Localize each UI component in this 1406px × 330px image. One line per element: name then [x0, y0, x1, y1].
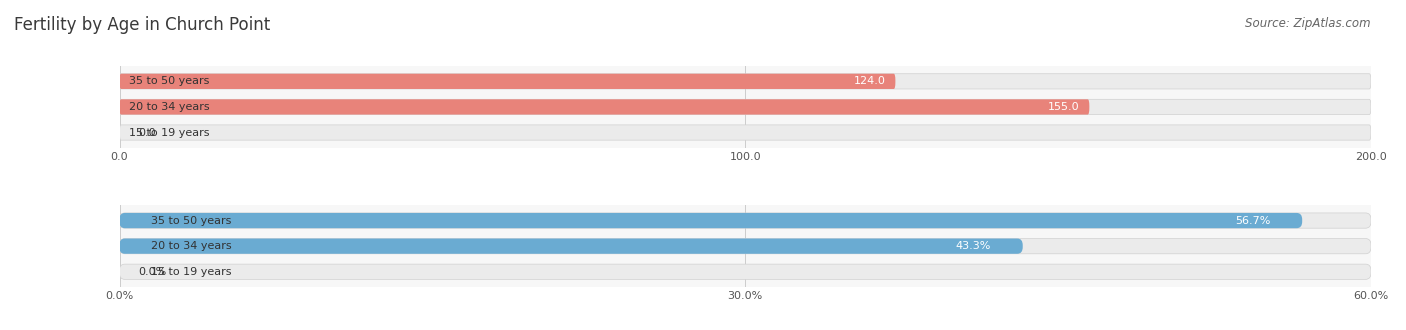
FancyBboxPatch shape [120, 74, 896, 89]
FancyBboxPatch shape [120, 99, 1371, 115]
Text: 15 to 19 years: 15 to 19 years [150, 267, 232, 277]
Text: 35 to 50 years: 35 to 50 years [150, 215, 231, 226]
Text: Source: ZipAtlas.com: Source: ZipAtlas.com [1246, 16, 1371, 29]
FancyBboxPatch shape [120, 99, 1090, 115]
Text: 15 to 19 years: 15 to 19 years [129, 127, 209, 138]
FancyBboxPatch shape [120, 213, 1302, 228]
Text: 56.7%: 56.7% [1236, 215, 1271, 226]
FancyBboxPatch shape [120, 213, 1371, 228]
Text: 20 to 34 years: 20 to 34 years [129, 102, 209, 112]
FancyBboxPatch shape [120, 239, 1022, 254]
FancyBboxPatch shape [120, 125, 1371, 140]
FancyBboxPatch shape [120, 74, 1371, 89]
Text: 20 to 34 years: 20 to 34 years [150, 241, 232, 251]
Text: 0.0: 0.0 [138, 127, 156, 138]
Text: 124.0: 124.0 [853, 76, 886, 86]
FancyBboxPatch shape [120, 239, 1371, 254]
Text: 155.0: 155.0 [1049, 102, 1080, 112]
FancyBboxPatch shape [120, 264, 1371, 280]
Text: Fertility by Age in Church Point: Fertility by Age in Church Point [14, 16, 270, 35]
Text: 35 to 50 years: 35 to 50 years [129, 76, 209, 86]
Text: 43.3%: 43.3% [956, 241, 991, 251]
Text: 0.0%: 0.0% [138, 267, 166, 277]
